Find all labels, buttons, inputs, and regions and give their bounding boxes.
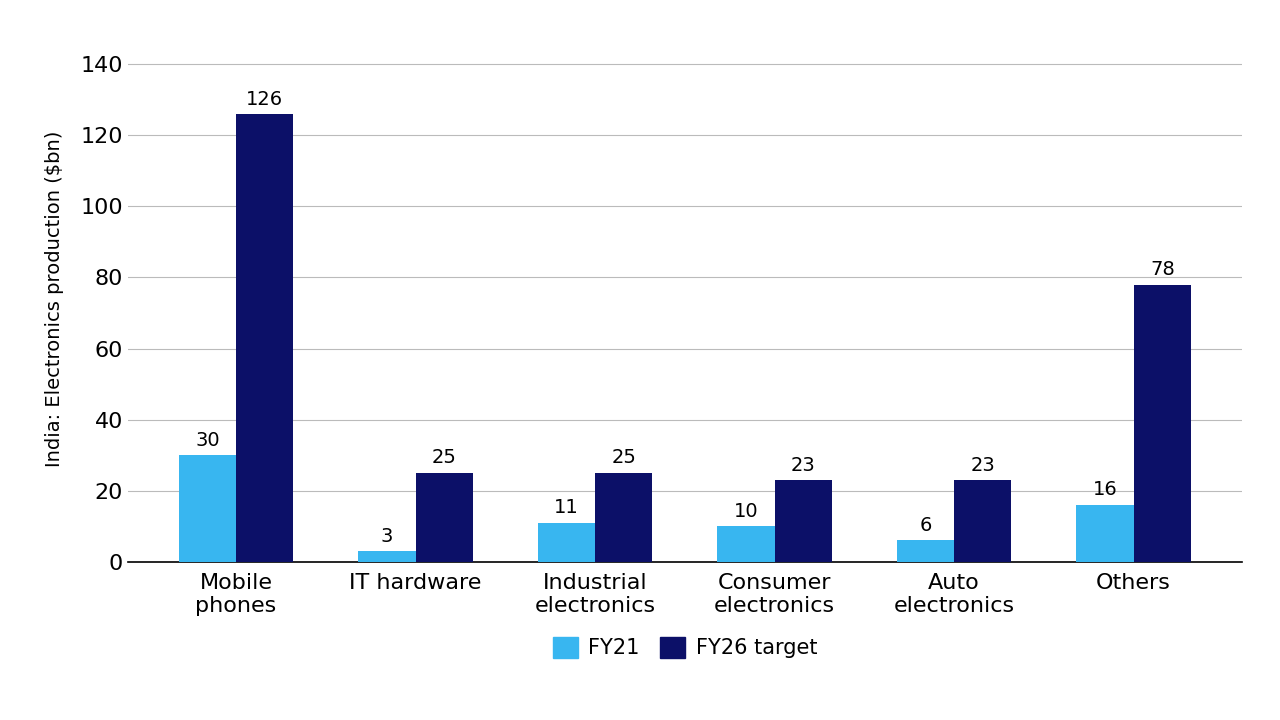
Text: 25: 25: [612, 449, 636, 467]
Text: 23: 23: [970, 456, 995, 474]
Bar: [416, 473, 474, 562]
Text: 10: 10: [733, 502, 758, 521]
Bar: [538, 523, 595, 562]
Text: 11: 11: [554, 498, 579, 517]
Text: 25: 25: [431, 449, 457, 467]
Bar: [1134, 284, 1190, 562]
Bar: [1076, 505, 1134, 562]
Text: 78: 78: [1149, 260, 1175, 279]
Text: 30: 30: [195, 431, 220, 450]
Bar: [717, 526, 774, 562]
Text: 23: 23: [791, 456, 815, 474]
Bar: [179, 455, 236, 562]
Bar: [358, 551, 416, 562]
Bar: [954, 480, 1011, 562]
Bar: [236, 114, 293, 562]
Bar: [595, 473, 653, 562]
Y-axis label: India: Electronics production ($bn): India: Electronics production ($bn): [45, 130, 64, 467]
Text: 126: 126: [246, 90, 283, 109]
Legend: FY21, FY26 target: FY21, FY26 target: [544, 629, 826, 667]
Text: 16: 16: [1092, 480, 1117, 500]
Text: 3: 3: [380, 526, 393, 546]
Text: 6: 6: [919, 516, 932, 535]
Bar: [774, 480, 832, 562]
Bar: [896, 540, 954, 562]
